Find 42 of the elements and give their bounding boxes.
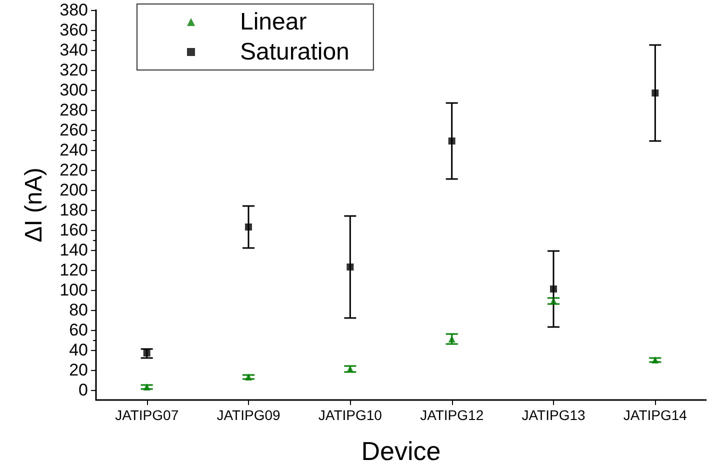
x-tick-label: JATIPG12 bbox=[420, 407, 484, 423]
y-tick-label: 220 bbox=[60, 160, 88, 180]
point bbox=[346, 366, 354, 372]
x-tick-label: JATIPG10 bbox=[318, 407, 382, 423]
y-tick-label: 240 bbox=[60, 140, 88, 160]
y-tick-label: 160 bbox=[60, 220, 88, 240]
y-tick-label: 340 bbox=[60, 40, 88, 60]
point bbox=[448, 138, 456, 144]
y-tick-label: 140 bbox=[60, 240, 88, 260]
y-tick-label: 120 bbox=[60, 260, 88, 280]
point bbox=[550, 298, 557, 304]
y-tick-label: 0 bbox=[78, 380, 88, 400]
y-tick-label: 320 bbox=[60, 60, 88, 80]
point bbox=[448, 336, 456, 342]
point bbox=[245, 224, 252, 230]
y-tick-label: 60 bbox=[69, 320, 88, 340]
x-axis-title: Device bbox=[361, 436, 441, 466]
y-axis-title: ΔI (nA) bbox=[20, 168, 48, 242]
point bbox=[652, 356, 659, 364]
point bbox=[143, 384, 150, 390]
y-tick-label: 100 bbox=[60, 280, 88, 300]
y-tick-label: 80 bbox=[69, 300, 88, 320]
y-tick-label: 180 bbox=[60, 200, 88, 220]
point bbox=[143, 350, 150, 356]
x-tick-label: JATIPG09 bbox=[216, 407, 280, 423]
y-tick-label: 20 bbox=[69, 360, 88, 380]
point bbox=[652, 90, 659, 96]
point bbox=[245, 374, 252, 380]
x-tick-label: JATIPG13 bbox=[522, 407, 586, 423]
legend-label: Linear bbox=[240, 8, 307, 36]
legend-label: Saturation bbox=[240, 38, 350, 66]
y-tick-label: 200 bbox=[60, 180, 88, 200]
y-tick-label: 260 bbox=[60, 120, 88, 140]
x-tick-label: JATIPG14 bbox=[623, 407, 688, 423]
point bbox=[550, 286, 557, 292]
y-tick-label: 40 bbox=[69, 340, 88, 360]
y-tick-label: 360 bbox=[60, 20, 88, 40]
point bbox=[346, 264, 354, 270]
y-tick-label: 300 bbox=[60, 80, 88, 100]
y-tick-label: 380 bbox=[60, 0, 88, 20]
x-tick-label: JATIPG07 bbox=[115, 407, 179, 423]
y-tick-label: 280 bbox=[60, 100, 88, 120]
